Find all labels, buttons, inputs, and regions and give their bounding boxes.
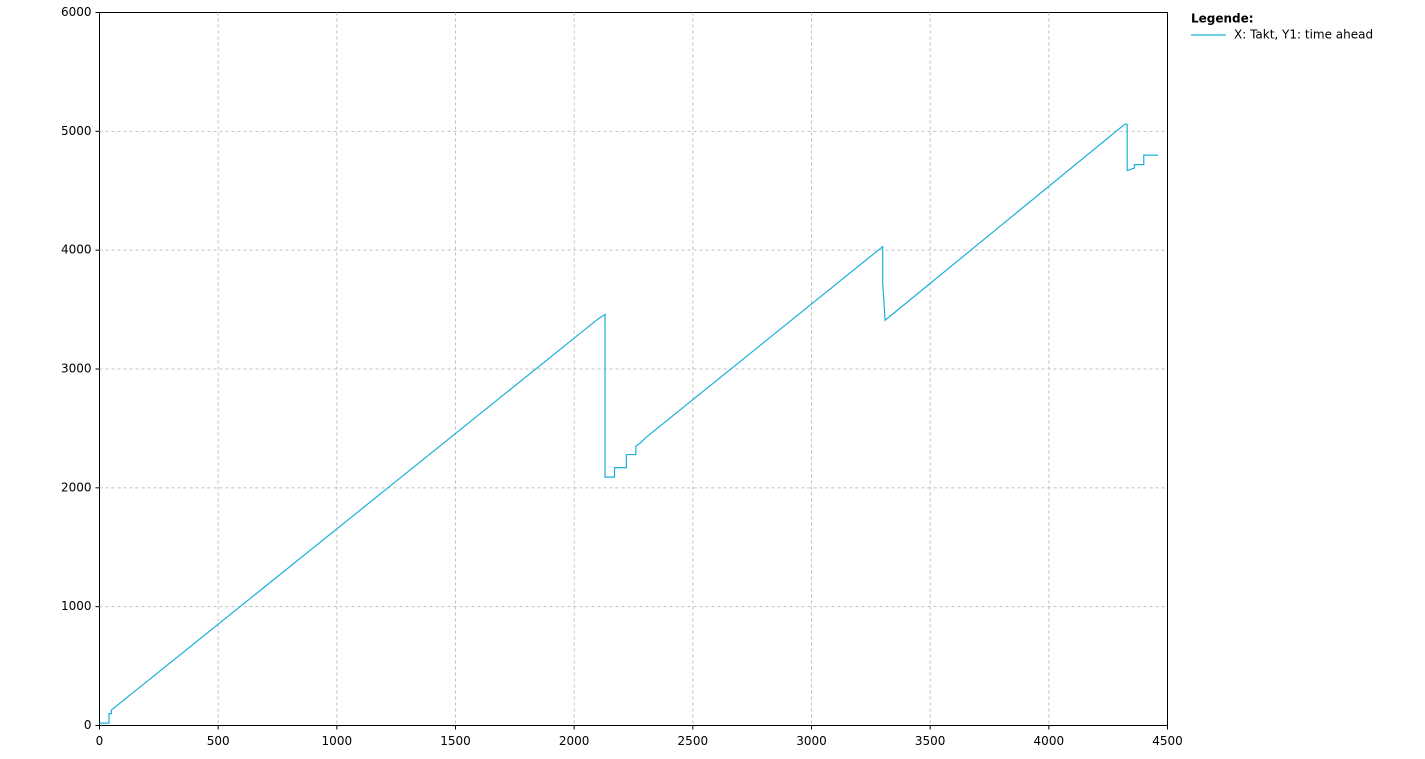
y-tick-label: 3000 [61, 362, 92, 376]
x-tick-label: 3000 [796, 734, 827, 748]
x-tick-label: 0 [96, 734, 104, 748]
x-tick-label: 2500 [678, 734, 709, 748]
y-tick-label: 0 [84, 718, 92, 732]
x-tick-label: 1000 [322, 734, 353, 748]
y-tick-label: 1000 [61, 599, 92, 613]
legend-title: Legende: [1191, 12, 1254, 26]
x-tick-label: 1500 [440, 734, 471, 748]
x-tick-label: 4000 [1034, 734, 1065, 748]
x-tick-label: 500 [207, 734, 230, 748]
data-line [99, 123, 1159, 724]
x-tick-label: 3500 [915, 734, 946, 748]
y-tick-label: 6000 [61, 5, 92, 19]
x-tick-label: 4500 [1152, 734, 1183, 748]
y-tick-label: 5000 [61, 124, 92, 138]
x-tick-label: 2000 [559, 734, 590, 748]
y-tick-label: 2000 [61, 480, 92, 494]
y-tick-label: 4000 [61, 243, 92, 257]
legend-label: X: Takt, Y1: time ahead [1234, 28, 1373, 42]
